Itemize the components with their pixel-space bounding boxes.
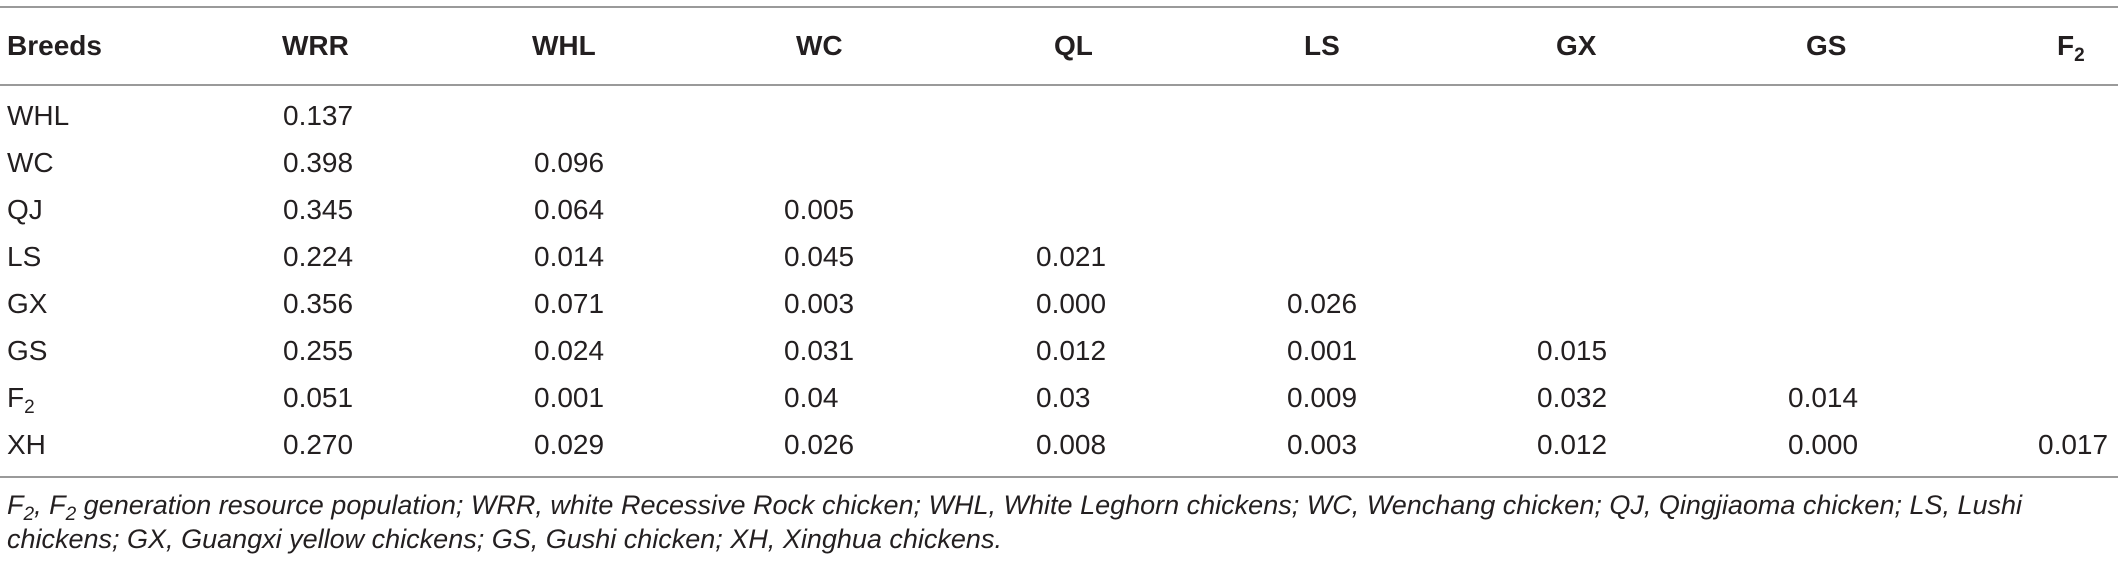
table-header-row: Breeds WRR WHL WC QL LS GX GS F2 xyxy=(0,8,2118,84)
row-breed-label: F2 xyxy=(7,374,35,421)
table-cell: 0.008 xyxy=(1036,429,1107,460)
table-top-rule xyxy=(0,6,2118,8)
table-cell: 0.012 xyxy=(1036,335,1107,366)
table-row: GX 0.356 0.071 0.003 0.000 0.026 xyxy=(0,280,2118,327)
table-cell: 0.051 xyxy=(283,382,354,413)
breed-name: F xyxy=(7,382,25,413)
table-cell: 0.009 xyxy=(1287,382,1358,413)
header-gs: GS xyxy=(1806,30,1847,61)
breed-name: WHL xyxy=(7,100,70,131)
table-cell: 0.03 xyxy=(1036,382,1091,413)
table-row: WC 0.398 0.096 xyxy=(0,139,2118,186)
row-breed-label: GS xyxy=(7,327,47,374)
table-row: GS 0.255 0.024 0.031 0.012 0.001 0.015 xyxy=(0,327,2118,374)
header-breeds: Breeds xyxy=(7,30,102,61)
header-gx: GX xyxy=(1556,30,1597,61)
table-cell: 0.014 xyxy=(1788,382,1859,413)
table-cell: 0.014 xyxy=(534,241,605,272)
table-cell: 0.345 xyxy=(283,194,354,225)
table-cell: 0.031 xyxy=(784,335,855,366)
table-cell: 0.024 xyxy=(534,335,605,366)
table-cell: 0.000 xyxy=(1788,429,1859,460)
header-whl: WHL xyxy=(532,30,596,61)
row-breed-label: LS xyxy=(7,233,41,280)
table-header-rule xyxy=(0,84,2118,86)
footnote-subscript: 2 xyxy=(23,504,35,525)
table-cell: 0.005 xyxy=(784,194,855,225)
breed-name: WC xyxy=(7,147,54,178)
table-cell: 0.255 xyxy=(283,335,354,366)
table-row: F2 0.051 0.001 0.04 0.03 0.009 0.032 0.014 xyxy=(0,374,2118,421)
header-f2: F2 xyxy=(2057,8,2085,84)
table-cell: 0.026 xyxy=(784,429,855,460)
table-cell: 0.017 xyxy=(2038,429,2109,460)
breed-name: XH xyxy=(7,429,46,460)
row-breed-label: QJ xyxy=(7,186,43,233)
header-f2-subscript: 2 xyxy=(2074,45,2085,66)
table-cell: 0.224 xyxy=(283,241,354,272)
table-cell: 0.032 xyxy=(1537,382,1608,413)
table-row: XH 0.270 0.029 0.026 0.008 0.003 0.012 0.000 0.0… xyxy=(0,421,2118,468)
footnote-f: F xyxy=(7,490,24,520)
row-breed-label: WC xyxy=(7,139,54,186)
table-cell: 0.001 xyxy=(534,382,605,413)
table-cell: 0.398 xyxy=(283,147,354,178)
table-cell: 0.015 xyxy=(1537,335,1608,366)
header-ls: LS xyxy=(1304,30,1340,61)
table-footnote: F2, F2 generation resource population; W… xyxy=(7,488,2107,556)
row-breed-label: GX xyxy=(7,280,47,327)
table-cell: 0.064 xyxy=(534,194,605,225)
table-row: LS 0.224 0.014 0.045 0.021 xyxy=(0,233,2118,280)
table-cell: 0.270 xyxy=(283,429,354,460)
header-wc: WC xyxy=(796,30,843,61)
table-row: QJ 0.345 0.064 0.005 xyxy=(0,186,2118,233)
breed-name: QJ xyxy=(7,194,43,225)
table-cell: 0.003 xyxy=(1287,429,1358,460)
table-cell: 0.026 xyxy=(1287,288,1358,319)
table-cell: 0.04 xyxy=(784,382,839,413)
breed-subscript: 2 xyxy=(24,397,35,418)
row-breed-label: WHL xyxy=(7,92,69,139)
table-cell: 0.000 xyxy=(1036,288,1107,319)
table-cell: 0.029 xyxy=(534,429,605,460)
footnote-text: generation resource population; WRR, whi… xyxy=(76,490,2023,520)
table-cell: 0.096 xyxy=(534,147,605,178)
table-cell: 0.012 xyxy=(1537,429,1608,460)
header-wrr: WRR xyxy=(282,30,349,61)
breed-name: GS xyxy=(7,335,48,366)
table-cell: 0.356 xyxy=(283,288,354,319)
table-cell: 0.071 xyxy=(534,288,605,319)
table-bottom-rule xyxy=(0,476,2118,478)
table-cell: 0.003 xyxy=(784,288,855,319)
breed-name: LS xyxy=(7,241,42,272)
row-breed-label: XH xyxy=(7,421,46,468)
breed-name: GX xyxy=(7,288,48,319)
header-ql: QL xyxy=(1054,30,1093,61)
footnote-f-second: , F xyxy=(34,490,66,520)
table-row: WHL 0.137 xyxy=(0,92,2118,139)
table-cell: 0.021 xyxy=(1036,241,1107,272)
footnote-subscript-second: 2 xyxy=(65,504,77,525)
header-f2-base: F xyxy=(2057,30,2075,61)
footnote-line-1: F2, F2 generation resource population; W… xyxy=(7,488,2107,525)
footnote-line-2: chickens; GX, Guangxi yellow chickens; G… xyxy=(7,524,1002,554)
table-cell: 0.137 xyxy=(283,100,354,131)
table-cell: 0.001 xyxy=(1287,335,1358,366)
table-cell: 0.045 xyxy=(784,241,855,272)
